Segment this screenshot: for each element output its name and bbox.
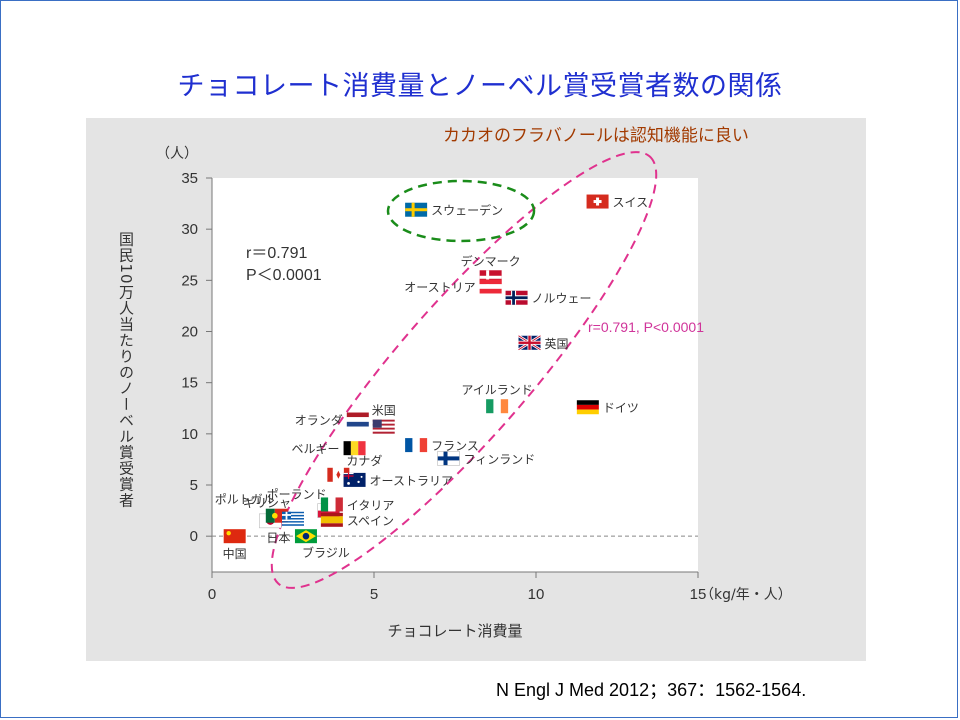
point-label: 中国: [223, 546, 247, 561]
flag-marker-usa: [372, 419, 395, 434]
flag-marker-norway: [505, 290, 528, 305]
flag-marker-spain: [320, 512, 343, 527]
trend-ellipse: [270, 151, 658, 589]
y-tick-label: 20: [181, 324, 198, 341]
point-label: 英国: [545, 337, 569, 351]
flag-marker-china: [223, 529, 246, 544]
flag-marker-austria: [479, 279, 502, 294]
x-tick-label: 5: [370, 586, 378, 603]
chart-panel: 0 5 10 15 20 25 30 35 0 5 10 15 （人） （kg/年・人） チョコレー…: [86, 118, 866, 661]
y-unit-label: （人）: [156, 146, 198, 162]
y-tick-label: 0: [190, 528, 198, 545]
point-label: スイス: [613, 196, 649, 210]
flag-marker-germany: [576, 400, 599, 415]
plot-area: [212, 178, 698, 572]
flag-marker-ireland: [486, 399, 509, 414]
x-unit-label: （kg/年・人）: [700, 587, 792, 603]
point-label: ブラジル: [302, 545, 350, 560]
point-label: カナダ: [346, 453, 382, 468]
point-label: 米国: [372, 404, 396, 418]
flag-marker-france: [405, 438, 428, 453]
flag-marker-netherlands: [346, 412, 369, 427]
x-tick-label: 0: [208, 586, 216, 603]
point-label: イタリア: [347, 498, 395, 512]
y-axis-title: 国民10万人当たりのノーベル賞受賞者: [117, 231, 135, 508]
y-tick-label: 10: [181, 426, 198, 443]
point-label: ギリシャ: [243, 496, 291, 510]
scatter-chart: 0 5 10 15 20 25 30 35 0 5 10 15 （人） （kg/年・人） チョコレー…: [117, 126, 792, 640]
slide-title: チョコレート消費量とノーベル賞受賞者数の関係: [177, 71, 783, 102]
flag-marker-greece: [282, 511, 304, 526]
flag-marker-finland: [437, 451, 460, 466]
cacao-note: カカオのフラバノールは認知機能に良い: [443, 126, 749, 146]
point-label: ベルギー: [292, 442, 340, 456]
x-axis-ticks: 0 5 10 15: [208, 572, 707, 603]
point-label: オランダ: [295, 413, 343, 428]
flag-marker-italy: [320, 497, 343, 512]
y-tick-label: 35: [181, 170, 198, 187]
point-label: デンマーク: [461, 253, 521, 268]
point-label: オーストリア: [404, 280, 475, 294]
point-label: ポーランド: [267, 488, 327, 502]
flag-marker-uk: [517, 334, 542, 351]
stats-p: P＜0.0001: [246, 267, 322, 284]
point-label: スペイン: [347, 514, 394, 528]
point-label: ポルトガル: [215, 493, 275, 507]
x-tick-label: 15: [690, 586, 707, 603]
point-label: フィンランド: [464, 452, 536, 466]
point-label: アイルランド: [461, 383, 532, 397]
point-label: スウェーデン: [431, 203, 503, 218]
correlation-label: r=0.791, P<0.0001: [588, 319, 704, 335]
point-label: フランス: [431, 439, 479, 453]
y-tick-label: 30: [181, 221, 198, 238]
y-axis-ticks: 0 5 10 15 20 25 30 35: [181, 170, 212, 545]
flag-marker-sweden: [405, 202, 428, 217]
x-tick-label: 10: [528, 586, 545, 603]
flag-marker-australia: [343, 472, 366, 487]
point-label: ノルウェー: [532, 292, 592, 306]
y-tick-label: 15: [181, 375, 198, 392]
flag-marker-brazil: [294, 529, 317, 544]
citation: N Engl J Med 2012；367：1562-1564.: [496, 680, 807, 700]
point-label: 日本: [266, 531, 290, 545]
sweden-highlight-ellipse: [386, 179, 536, 243]
point-label: ドイツ: [603, 401, 639, 415]
point-label: オーストラリア: [370, 474, 453, 488]
flag-marker-belgium: [343, 441, 366, 456]
flag-marker-switzerland: [586, 194, 609, 209]
x-axis-title: チョコレート消費量: [387, 622, 522, 640]
y-tick-label: 5: [190, 477, 198, 494]
y-tick-label: 25: [181, 272, 198, 289]
stats-r: r＝0.791: [246, 245, 307, 262]
